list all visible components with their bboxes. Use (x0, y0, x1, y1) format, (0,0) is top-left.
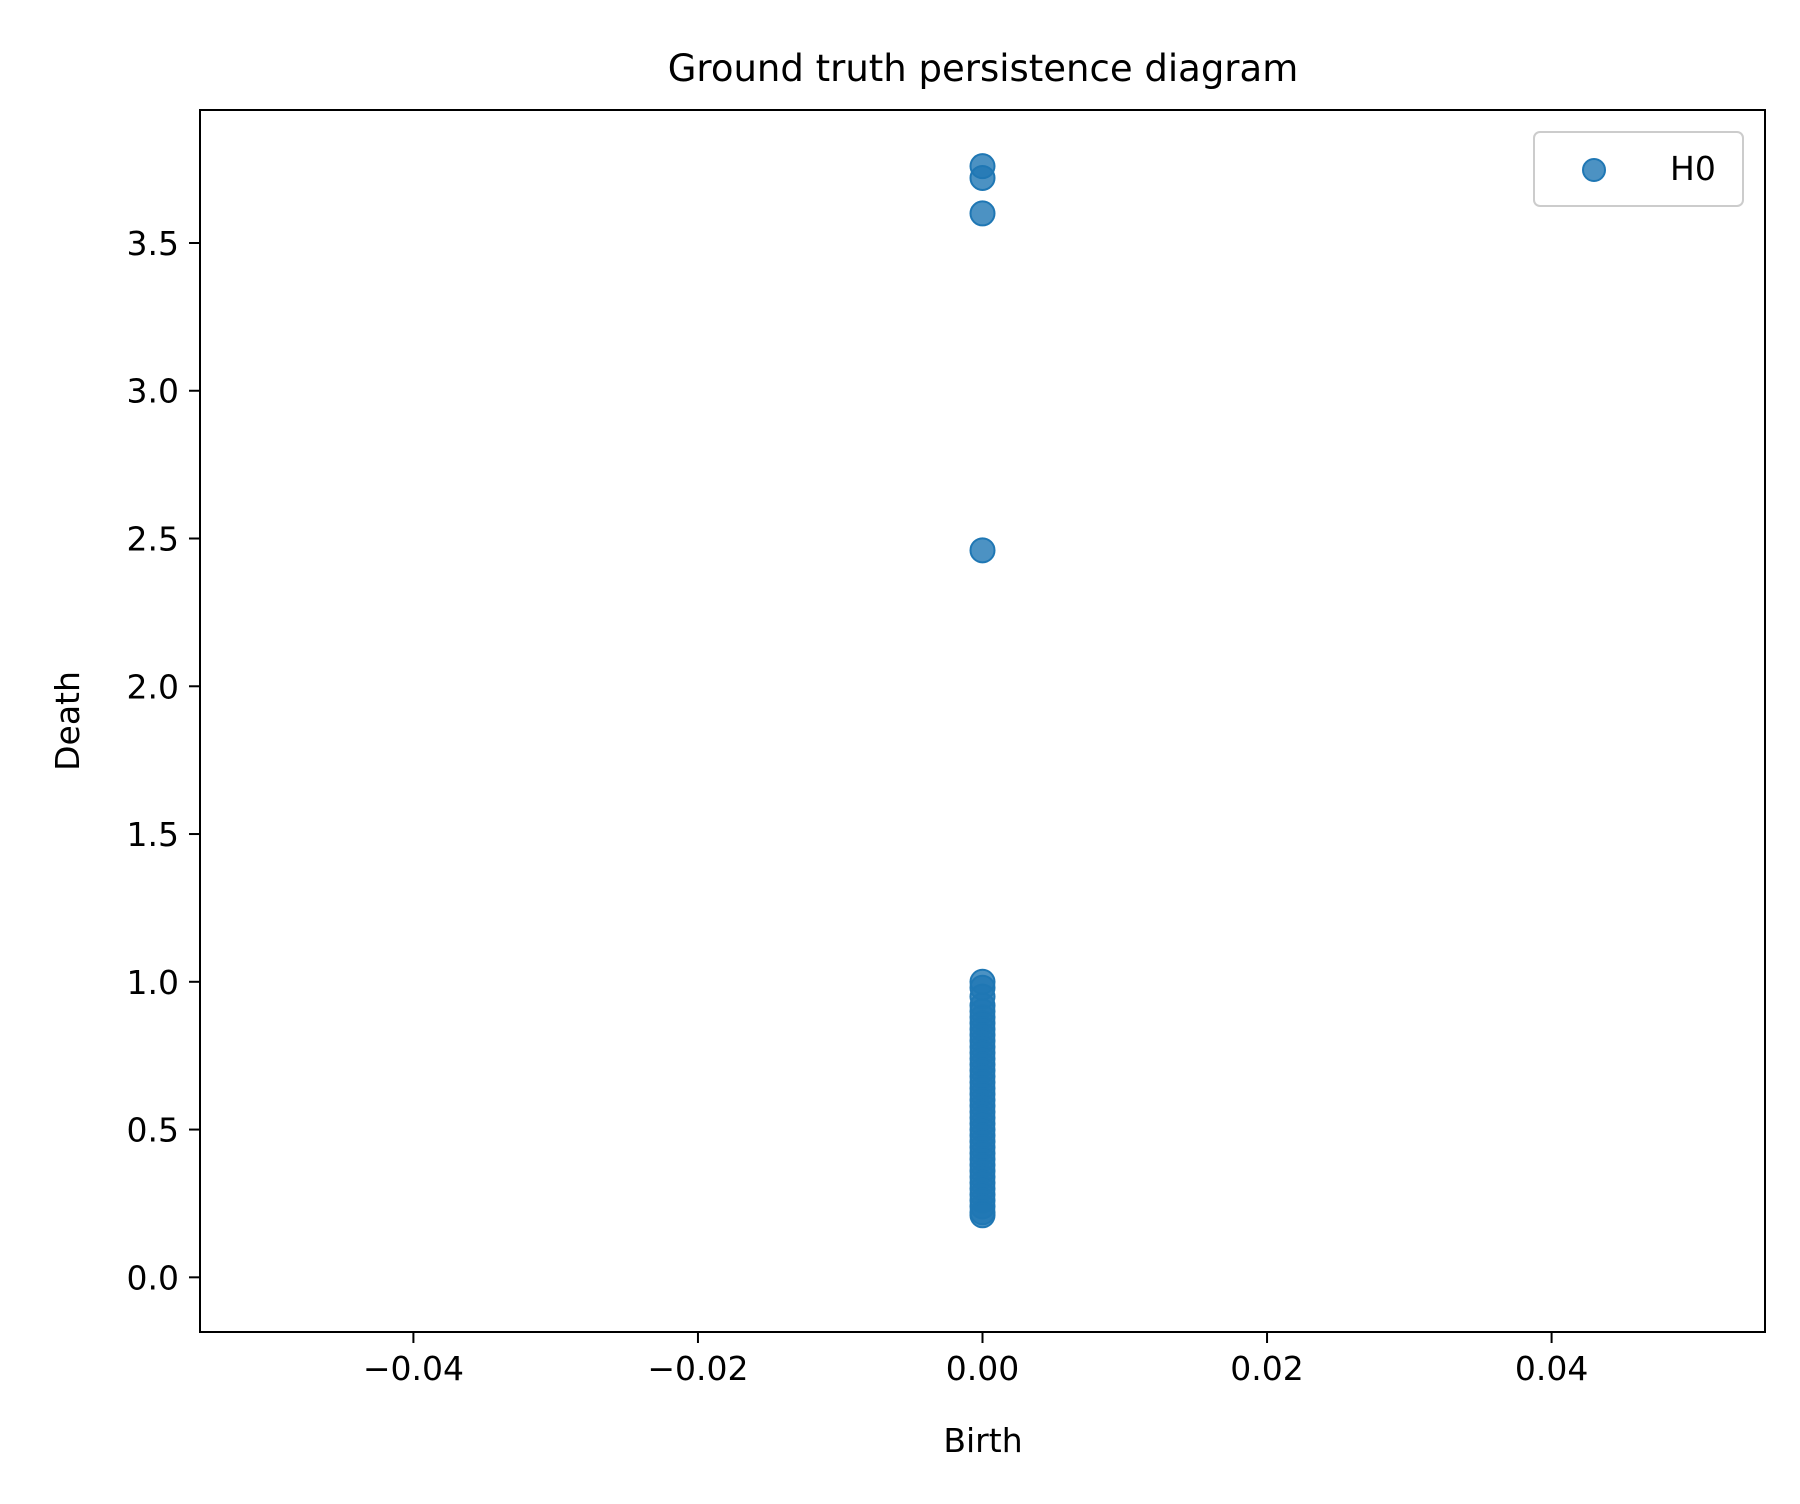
legend: H0 (1533, 131, 1744, 207)
y-tick-label: 2.0 (127, 667, 179, 706)
x-tick-label: 0.04 (1515, 1349, 1588, 1388)
y-tick-label: 0.5 (127, 1111, 179, 1150)
x-axis-label: Birth (943, 1421, 1022, 1460)
y-tick-label: 3.0 (127, 372, 179, 411)
h0-points (969, 153, 996, 1229)
legend-label-h0: H0 (1670, 149, 1716, 188)
x-tick-label: 0.00 (946, 1349, 1019, 1388)
chart-title: Ground truth persistence diagram (668, 47, 1298, 90)
data-point (969, 1202, 996, 1229)
legend-marker-h0 (1582, 158, 1606, 182)
y-tick-label: 1.0 (127, 963, 179, 1002)
y-axis-label: Death (48, 671, 87, 771)
data-point (969, 200, 996, 227)
y-tick-label: 2.5 (127, 520, 179, 559)
y-tick-label: 1.5 (127, 815, 179, 854)
x-axis-ticks: −0.04 −0.02 0.00 0.02 0.04 (363, 1332, 1588, 1388)
data-point (969, 164, 996, 191)
y-tick-label: 0.0 (127, 1258, 179, 1297)
data-point (969, 537, 996, 564)
y-tick-label: 3.5 (127, 224, 179, 263)
x-tick-label: −0.02 (647, 1349, 748, 1388)
plot-frame (199, 109, 1766, 1333)
y-axis-ticks: 0.0 0.5 1.0 1.5 2.0 2.5 3.0 3.5 (127, 224, 200, 1297)
x-tick-label: −0.04 (363, 1349, 464, 1388)
legend-box (1533, 131, 1744, 207)
x-tick-label: 0.02 (1230, 1349, 1303, 1388)
